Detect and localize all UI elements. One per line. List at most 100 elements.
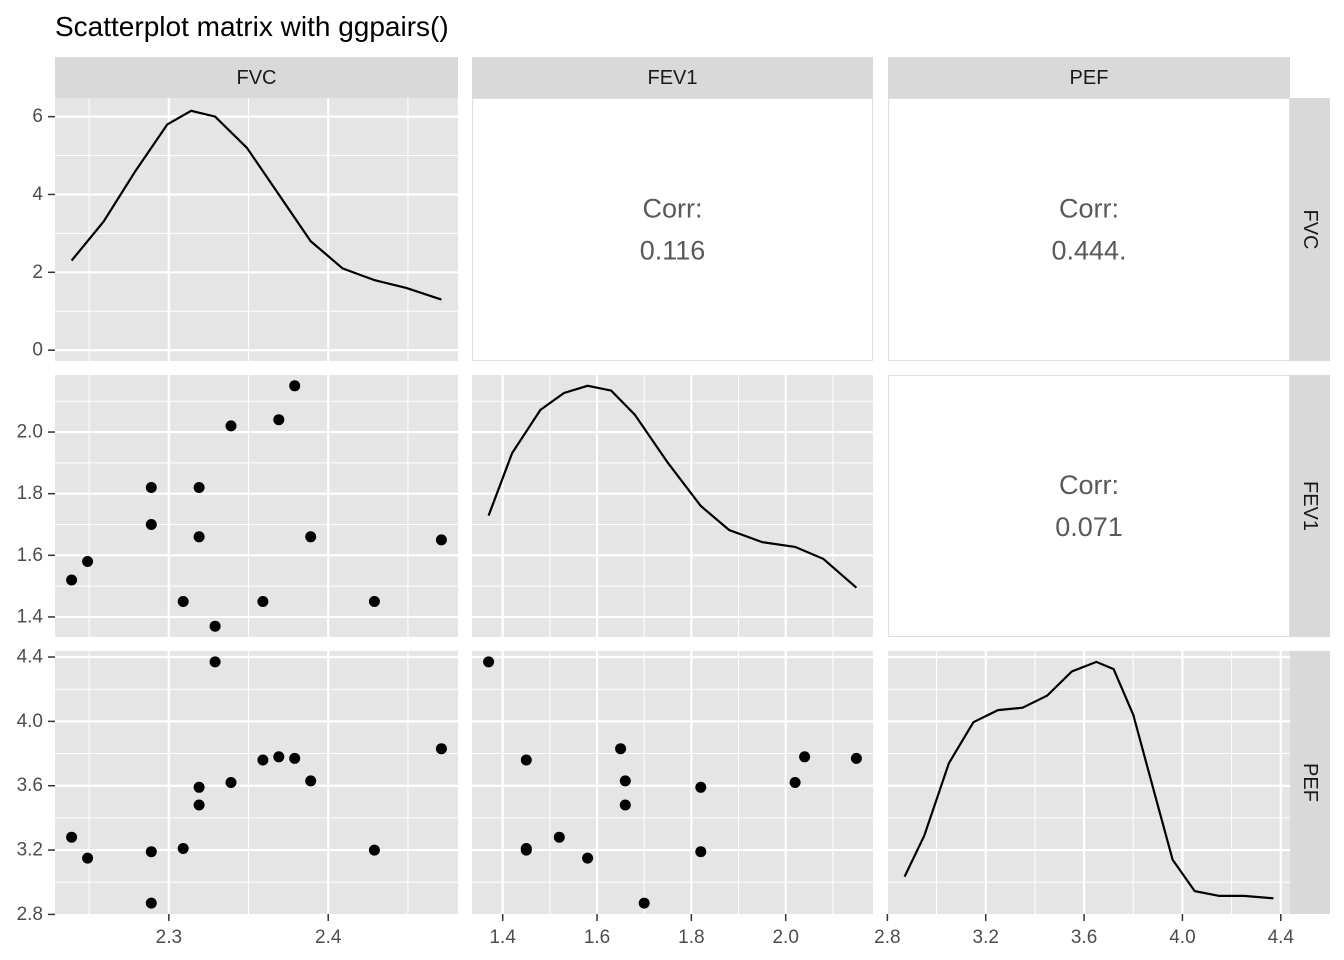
y-tick-label: 4 [32, 184, 43, 205]
scatter-point-pef-vs-fev1 [615, 743, 627, 755]
scatter-point-pef-vs-fev1 [799, 751, 811, 763]
scatter-point-fev1-vs-fvc [177, 596, 189, 607]
chart-title: Scatterplot matrix with ggpairs() [55, 11, 449, 42]
x-tick-label: 2.8 [874, 927, 900, 948]
strip-right-label-fev1: FEV1 [1299, 481, 1321, 531]
strip-top-fvc [55, 57, 458, 98]
scatter-point-fev1-vs-fvc [145, 519, 157, 530]
scatter-point-pef-vs-fev1 [520, 844, 532, 856]
strip-top-label-pef: PEF [1070, 67, 1109, 89]
scatter-point-pef-vs-fvc [209, 656, 221, 668]
y-tick-label: 6 [32, 106, 43, 127]
corr-panel-fvc-pef [888, 98, 1290, 361]
scatter-point-pef-vs-fvc [257, 754, 269, 766]
corr-panel-fvc-fev1 [472, 98, 873, 361]
scatter-point-fev1-vs-fvc [82, 556, 94, 567]
x-tick-label: 2.0 [772, 927, 798, 948]
x-tick-label: 3.2 [973, 927, 999, 948]
scatter-point-pef-vs-fev1 [695, 846, 707, 858]
scatter-point-pef-vs-fvc [82, 852, 94, 864]
corr-value: 0.116 [640, 236, 706, 266]
scatter-point-fev1-vs-fvc [273, 414, 285, 426]
strip-top-label-fev1: FEV1 [647, 67, 697, 89]
strip-right-fev1 [1290, 375, 1330, 637]
panel-grid: FVC FEV1 PEF FVC FEV1 PEF Corr: 0.116 Corr: 0.444… [17, 57, 1330, 948]
panel-bg-2-2 [888, 651, 1290, 914]
x-tick-label: 3.6 [1071, 927, 1097, 948]
scatter-point-fev1-vs-fvc [435, 534, 447, 546]
y-tick-label: 4.4 [17, 647, 44, 668]
scatter-point-pef-vs-fvc [66, 831, 78, 843]
corr-label: Corr: [1059, 194, 1119, 224]
x-tick-label: 1.4 [489, 927, 516, 948]
density-curve-fvc [70, 109, 442, 301]
panel-bg-2-0 [55, 651, 458, 914]
corr-value: 0.071 [1055, 512, 1123, 542]
x-tick-label: 2.3 [156, 927, 182, 948]
y-tick-label: 3.2 [17, 840, 43, 861]
scatter-point-pef-vs-fvc [225, 777, 237, 788]
panel-bg-1-0 [55, 375, 458, 637]
y-tick-label: 2.8 [17, 904, 43, 925]
scatter-point-fev1-vs-fvc [225, 420, 237, 432]
scatter-point-pef-vs-fev1 [789, 777, 801, 788]
scatter-point-fev1-vs-fvc [193, 531, 205, 543]
panel-bg-1-1 [472, 375, 873, 637]
scatter-point-pef-vs-fvc [145, 897, 157, 909]
x-tick-label: 2.4 [315, 927, 342, 948]
density-curve-pef [903, 660, 1274, 900]
scatter-point-pef-vs-fvc [193, 781, 205, 793]
scatter-point-pef-vs-fev1 [553, 831, 565, 843]
scatter-point-pef-vs-fvc [368, 844, 380, 856]
scatter-point-fev1-vs-fvc [145, 482, 157, 493]
x-tick-label: 4.0 [1169, 927, 1195, 948]
scatter-point-pef-vs-fvc [305, 775, 317, 787]
strip-right-label-pef: PEF [1299, 763, 1321, 802]
scatter-point-pef-vs-fev1 [582, 852, 594, 864]
scatter-point-pef-vs-fev1 [483, 656, 495, 668]
scatter-point-fev1-vs-fvc [193, 482, 205, 493]
x-tick-label: 4.4 [1268, 927, 1295, 948]
scatter-point-pef-vs-fvc [273, 751, 285, 763]
density-curve-fev1 [487, 384, 858, 589]
scatter-point-fev1-vs-fvc [368, 596, 380, 607]
scatter-point-pef-vs-fev1 [850, 752, 862, 764]
y-tick-label: 3.6 [17, 775, 43, 796]
corr-label: Corr: [1059, 470, 1119, 500]
scatter-point-fev1-vs-fvc [257, 596, 269, 607]
scatter-point-pef-vs-fev1 [695, 781, 707, 793]
strip-right-pef [1290, 651, 1330, 914]
scatter-point-pef-vs-fvc [145, 846, 157, 858]
strip-top-fev1 [472, 57, 873, 98]
scatter-point-pef-vs-fev1 [638, 897, 650, 909]
y-tick-label: 1.8 [17, 483, 43, 504]
strip-top-pef [888, 57, 1290, 98]
scatter-point-pef-vs-fvc [435, 743, 447, 755]
panel-bg-2-1 [472, 651, 873, 914]
corr-panel-fev1-pef [888, 375, 1290, 637]
corr-label: Corr: [643, 194, 703, 224]
x-tick-label: 1.6 [584, 927, 610, 948]
scatter-point-pef-vs-fvc [289, 752, 301, 764]
scatter-point-pef-vs-fev1 [619, 799, 631, 811]
scatter-point-fev1-vs-fvc [66, 574, 78, 586]
corr-value: 0.444. [1051, 236, 1126, 266]
strip-right-fvc [1290, 98, 1330, 361]
scatter-point-fev1-vs-fvc [289, 380, 301, 392]
y-tick-label: 4.0 [17, 711, 43, 732]
y-tick-label: 2.0 [17, 422, 43, 443]
scatter-point-pef-vs-fvc [177, 843, 189, 854]
scatter-point-fev1-vs-fvc [209, 620, 221, 632]
y-tick-label: 0 [32, 340, 43, 361]
strip-top-label-fvc: FVC [237, 67, 277, 89]
strip-right-label-fvc: FVC [1299, 210, 1321, 250]
x-tick-label: 1.8 [678, 927, 704, 948]
scatter-point-pef-vs-fev1 [520, 754, 532, 766]
scatter-point-fev1-vs-fvc [305, 531, 317, 543]
y-tick-label: 1.4 [17, 606, 44, 627]
scatter-point-pef-vs-fev1 [619, 775, 631, 787]
y-tick-label: 1.6 [17, 545, 43, 566]
y-tick-label: 2 [32, 262, 43, 283]
scatter-point-pef-vs-fvc [193, 799, 205, 811]
